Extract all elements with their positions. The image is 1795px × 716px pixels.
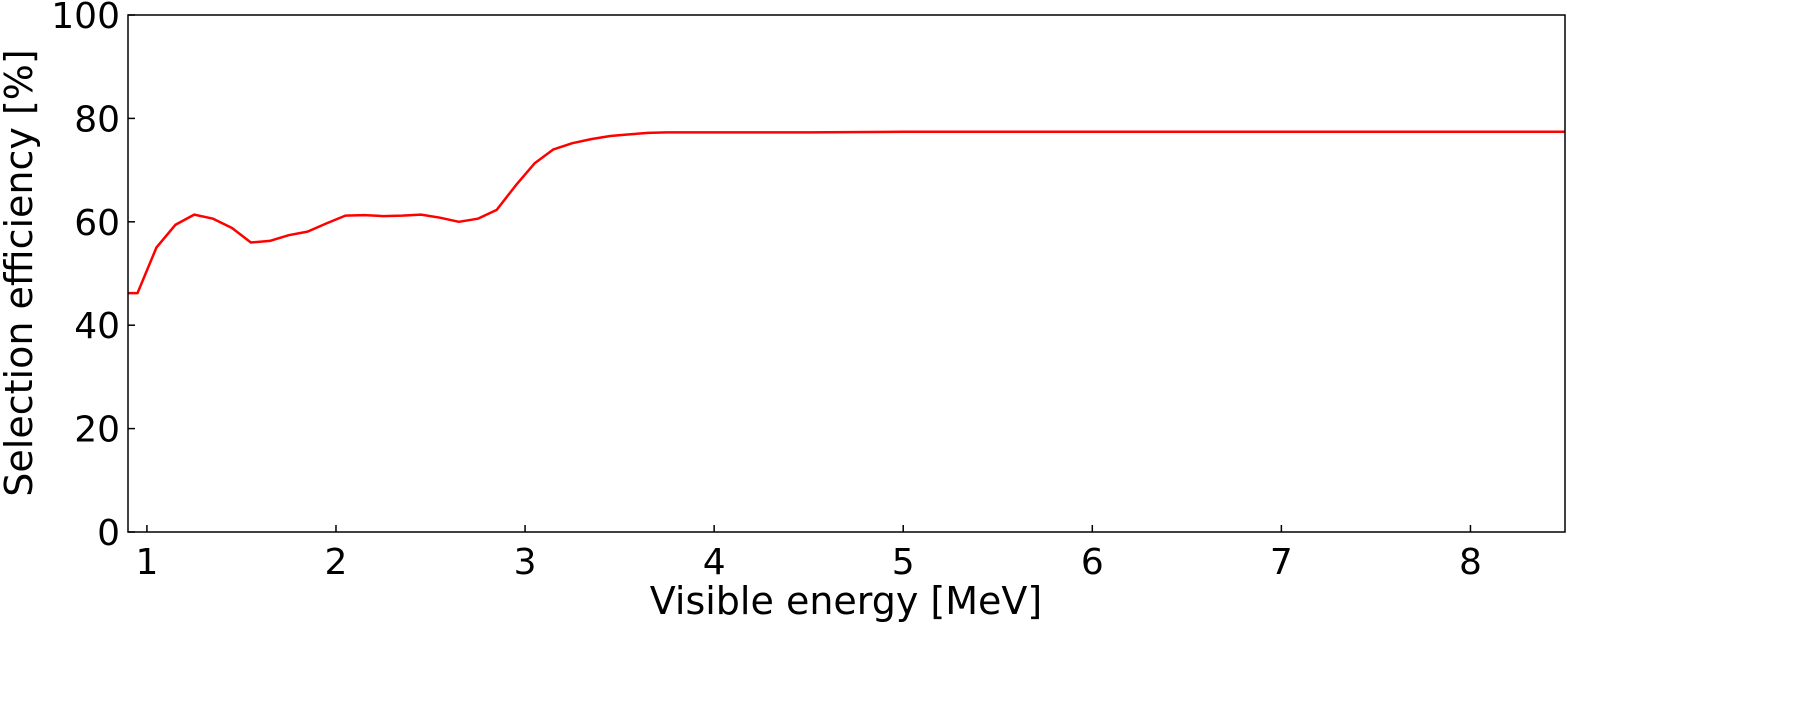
y-axis-label: Selection efficiency [%] — [0, 49, 41, 496]
y-tick-label: 0 — [97, 513, 120, 554]
x-tick-label: 2 — [325, 542, 348, 583]
y-tick-label: 20 — [74, 410, 120, 451]
x-tick-label: 1 — [135, 542, 158, 583]
x-tick-label: 7 — [1270, 542, 1293, 583]
x-tick-label: 6 — [1081, 542, 1104, 583]
y-tick-label: 100 — [51, 0, 120, 37]
y-tick-label: 80 — [74, 99, 120, 140]
x-tick-label: 5 — [892, 542, 915, 583]
efficiency-line — [128, 130, 1565, 295]
x-tick-label: 4 — [703, 542, 726, 583]
plot-frame — [127, 14, 1566, 533]
y-tick-label: 60 — [74, 203, 120, 244]
y-tick-label: 40 — [74, 306, 120, 347]
x-tick-label: 8 — [1459, 542, 1482, 583]
x-tick-label: 3 — [514, 542, 537, 583]
x-axis-label: Visible energy [MeV] — [650, 579, 1043, 623]
